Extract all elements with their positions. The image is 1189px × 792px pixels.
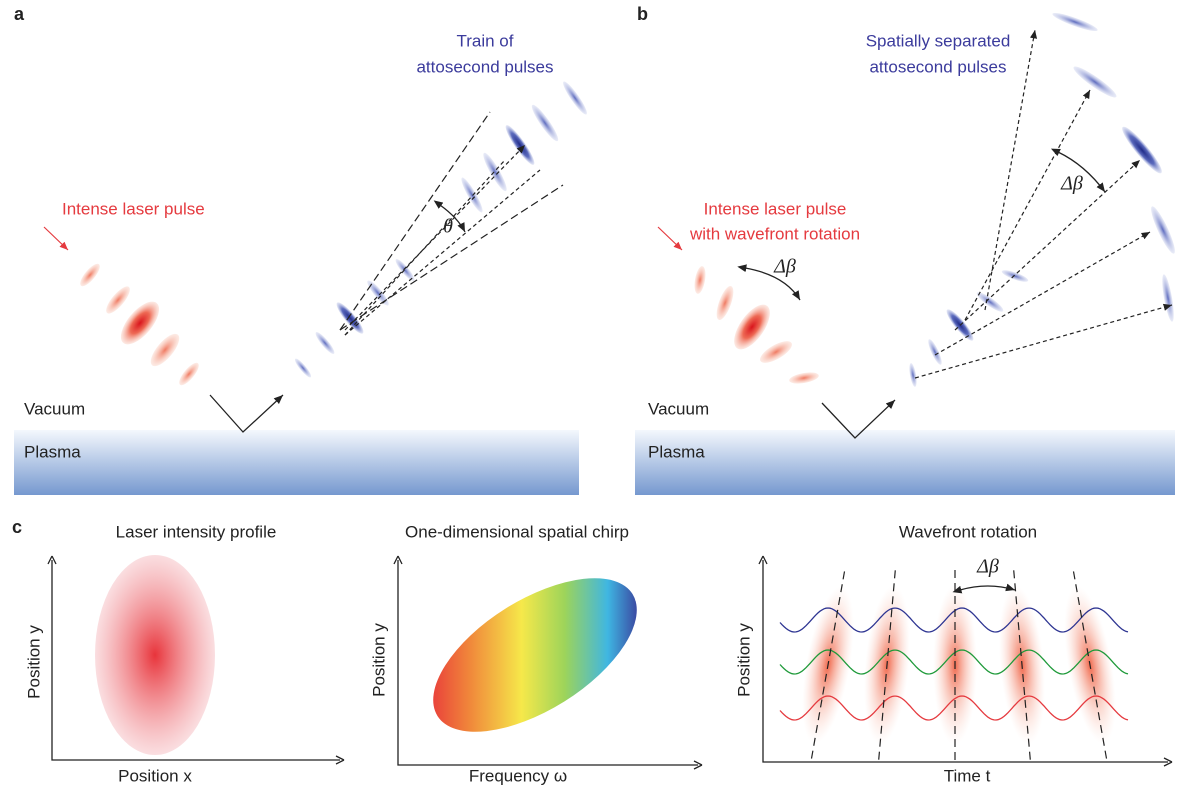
panel-b: b Vacuum Plasma Spatially separated atto… [635, 4, 1175, 495]
angle-label: Δβ [773, 256, 796, 278]
axes [51, 560, 340, 761]
laser-label: with wavefront rotation [689, 224, 860, 243]
wavefront [878, 570, 896, 760]
plasma-label: Plasma [24, 442, 81, 461]
plasma [14, 430, 579, 495]
x-axis-label: Position x [118, 766, 192, 785]
axis-arrows [393, 555, 703, 770]
y-axis-label: Position y [734, 623, 753, 697]
laser-pulses [80, 263, 199, 386]
pulses-label: Spatially separated [866, 31, 1011, 50]
wave [779, 649, 1129, 675]
axis-arrows [47, 555, 345, 765]
reflection-arrow [821, 399, 896, 439]
wavefront-plot [779, 570, 1129, 760]
pulses-label: attosecond pulses [416, 57, 553, 76]
reflection-arrow [209, 394, 284, 433]
y-axis-label: Position y [369, 623, 388, 697]
y-axis-label: Position y [24, 625, 43, 699]
angle-label: θ [443, 216, 453, 238]
pointer [657, 226, 683, 251]
panel-label: a [14, 4, 25, 24]
laser-label: Intense laser pulse [704, 199, 847, 218]
angle-label: Δβ [976, 556, 999, 578]
panel-label: c [12, 517, 22, 537]
emission-cone [339, 111, 564, 336]
pointer [43, 226, 69, 251]
intensity-profile [95, 555, 215, 755]
plasma [635, 430, 1175, 495]
angle-label: Δβ [1060, 173, 1083, 195]
wave [779, 695, 1129, 721]
rotation-arrow [737, 264, 801, 301]
x-axis-label: Frequency ω [469, 766, 567, 785]
laser-pulses [694, 266, 819, 384]
x-axis-label: Time t [944, 766, 991, 785]
axis-arrows [758, 555, 1173, 767]
wavefront [810, 571, 846, 759]
spatial-chirp [425, 570, 640, 740]
panel-a: a Vacuum Plasma Train of attosecond puls… [14, 4, 587, 495]
vacuum-label: Vacuum [24, 399, 85, 418]
axes [762, 560, 1168, 763]
plot-title: Laser intensity profile [116, 522, 277, 541]
panel-label: b [637, 4, 648, 24]
axes [397, 560, 698, 766]
panel-c: c Laser intensity profile Position y Pos… [12, 517, 1173, 785]
wavefront [1072, 571, 1108, 759]
vacuum-label: Vacuum [648, 399, 709, 418]
plot-title: One-dimensional spatial chirp [405, 522, 629, 541]
laser-label: Intense laser pulse [62, 199, 205, 218]
plot-title: Wavefront rotation [899, 522, 1037, 541]
rotation-arrow [952, 583, 1016, 594]
wavefront [1013, 570, 1031, 760]
plasma-label: Plasma [648, 442, 705, 461]
attosecond-pulses [909, 12, 1175, 387]
pulses-label: attosecond pulses [869, 57, 1006, 76]
pulses-label: Train of [456, 31, 513, 50]
emission-rays [914, 29, 1173, 379]
attosecond-pulses [294, 81, 587, 378]
wave [779, 607, 1129, 633]
